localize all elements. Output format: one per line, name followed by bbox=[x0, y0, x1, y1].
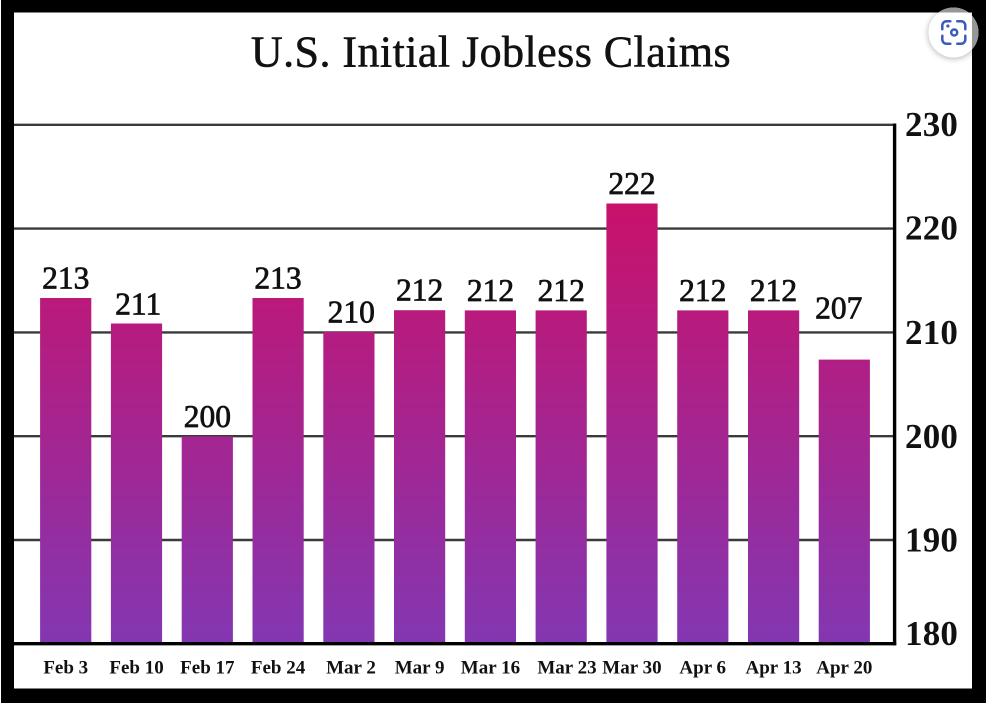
svg-text:Apr 20: Apr 20 bbox=[816, 658, 872, 679]
svg-text:211: 211 bbox=[115, 286, 161, 321]
svg-text:Apr 13: Apr 13 bbox=[745, 658, 801, 679]
svg-text:213: 213 bbox=[254, 261, 301, 296]
svg-text:Mar 23: Mar 23 bbox=[537, 658, 596, 679]
svg-text:180: 180 bbox=[905, 614, 958, 653]
svg-text:Mar 2: Mar 2 bbox=[326, 658, 376, 679]
svg-text:Feb 10: Feb 10 bbox=[109, 658, 163, 679]
svg-text:222: 222 bbox=[608, 166, 655, 201]
svg-text:212: 212 bbox=[467, 273, 514, 308]
svg-text:190: 190 bbox=[905, 521, 958, 560]
svg-text:212: 212 bbox=[538, 273, 585, 308]
svg-text:213: 213 bbox=[42, 261, 89, 296]
svg-text:Mar 30: Mar 30 bbox=[602, 658, 661, 679]
svg-text:212: 212 bbox=[396, 273, 443, 308]
svg-text:Apr 6: Apr 6 bbox=[679, 658, 726, 679]
svg-text:210: 210 bbox=[328, 295, 375, 330]
svg-text:Feb 3: Feb 3 bbox=[43, 658, 88, 679]
svg-text:212: 212 bbox=[679, 273, 726, 308]
svg-text:Mar 9: Mar 9 bbox=[395, 658, 445, 679]
svg-text:220: 220 bbox=[905, 209, 958, 248]
svg-text:U.S. Initial Jobless Claims: U.S. Initial Jobless Claims bbox=[251, 28, 731, 77]
svg-text:207: 207 bbox=[815, 291, 862, 326]
svg-text:212: 212 bbox=[750, 273, 797, 308]
svg-text:210: 210 bbox=[905, 313, 958, 352]
svg-text:230: 230 bbox=[905, 105, 958, 144]
svg-text:Feb 17: Feb 17 bbox=[180, 658, 235, 679]
svg-text:Feb 24: Feb 24 bbox=[251, 658, 306, 679]
svg-text:200: 200 bbox=[905, 417, 958, 456]
svg-text:Mar 16: Mar 16 bbox=[461, 658, 520, 679]
svg-text:200: 200 bbox=[184, 399, 231, 434]
